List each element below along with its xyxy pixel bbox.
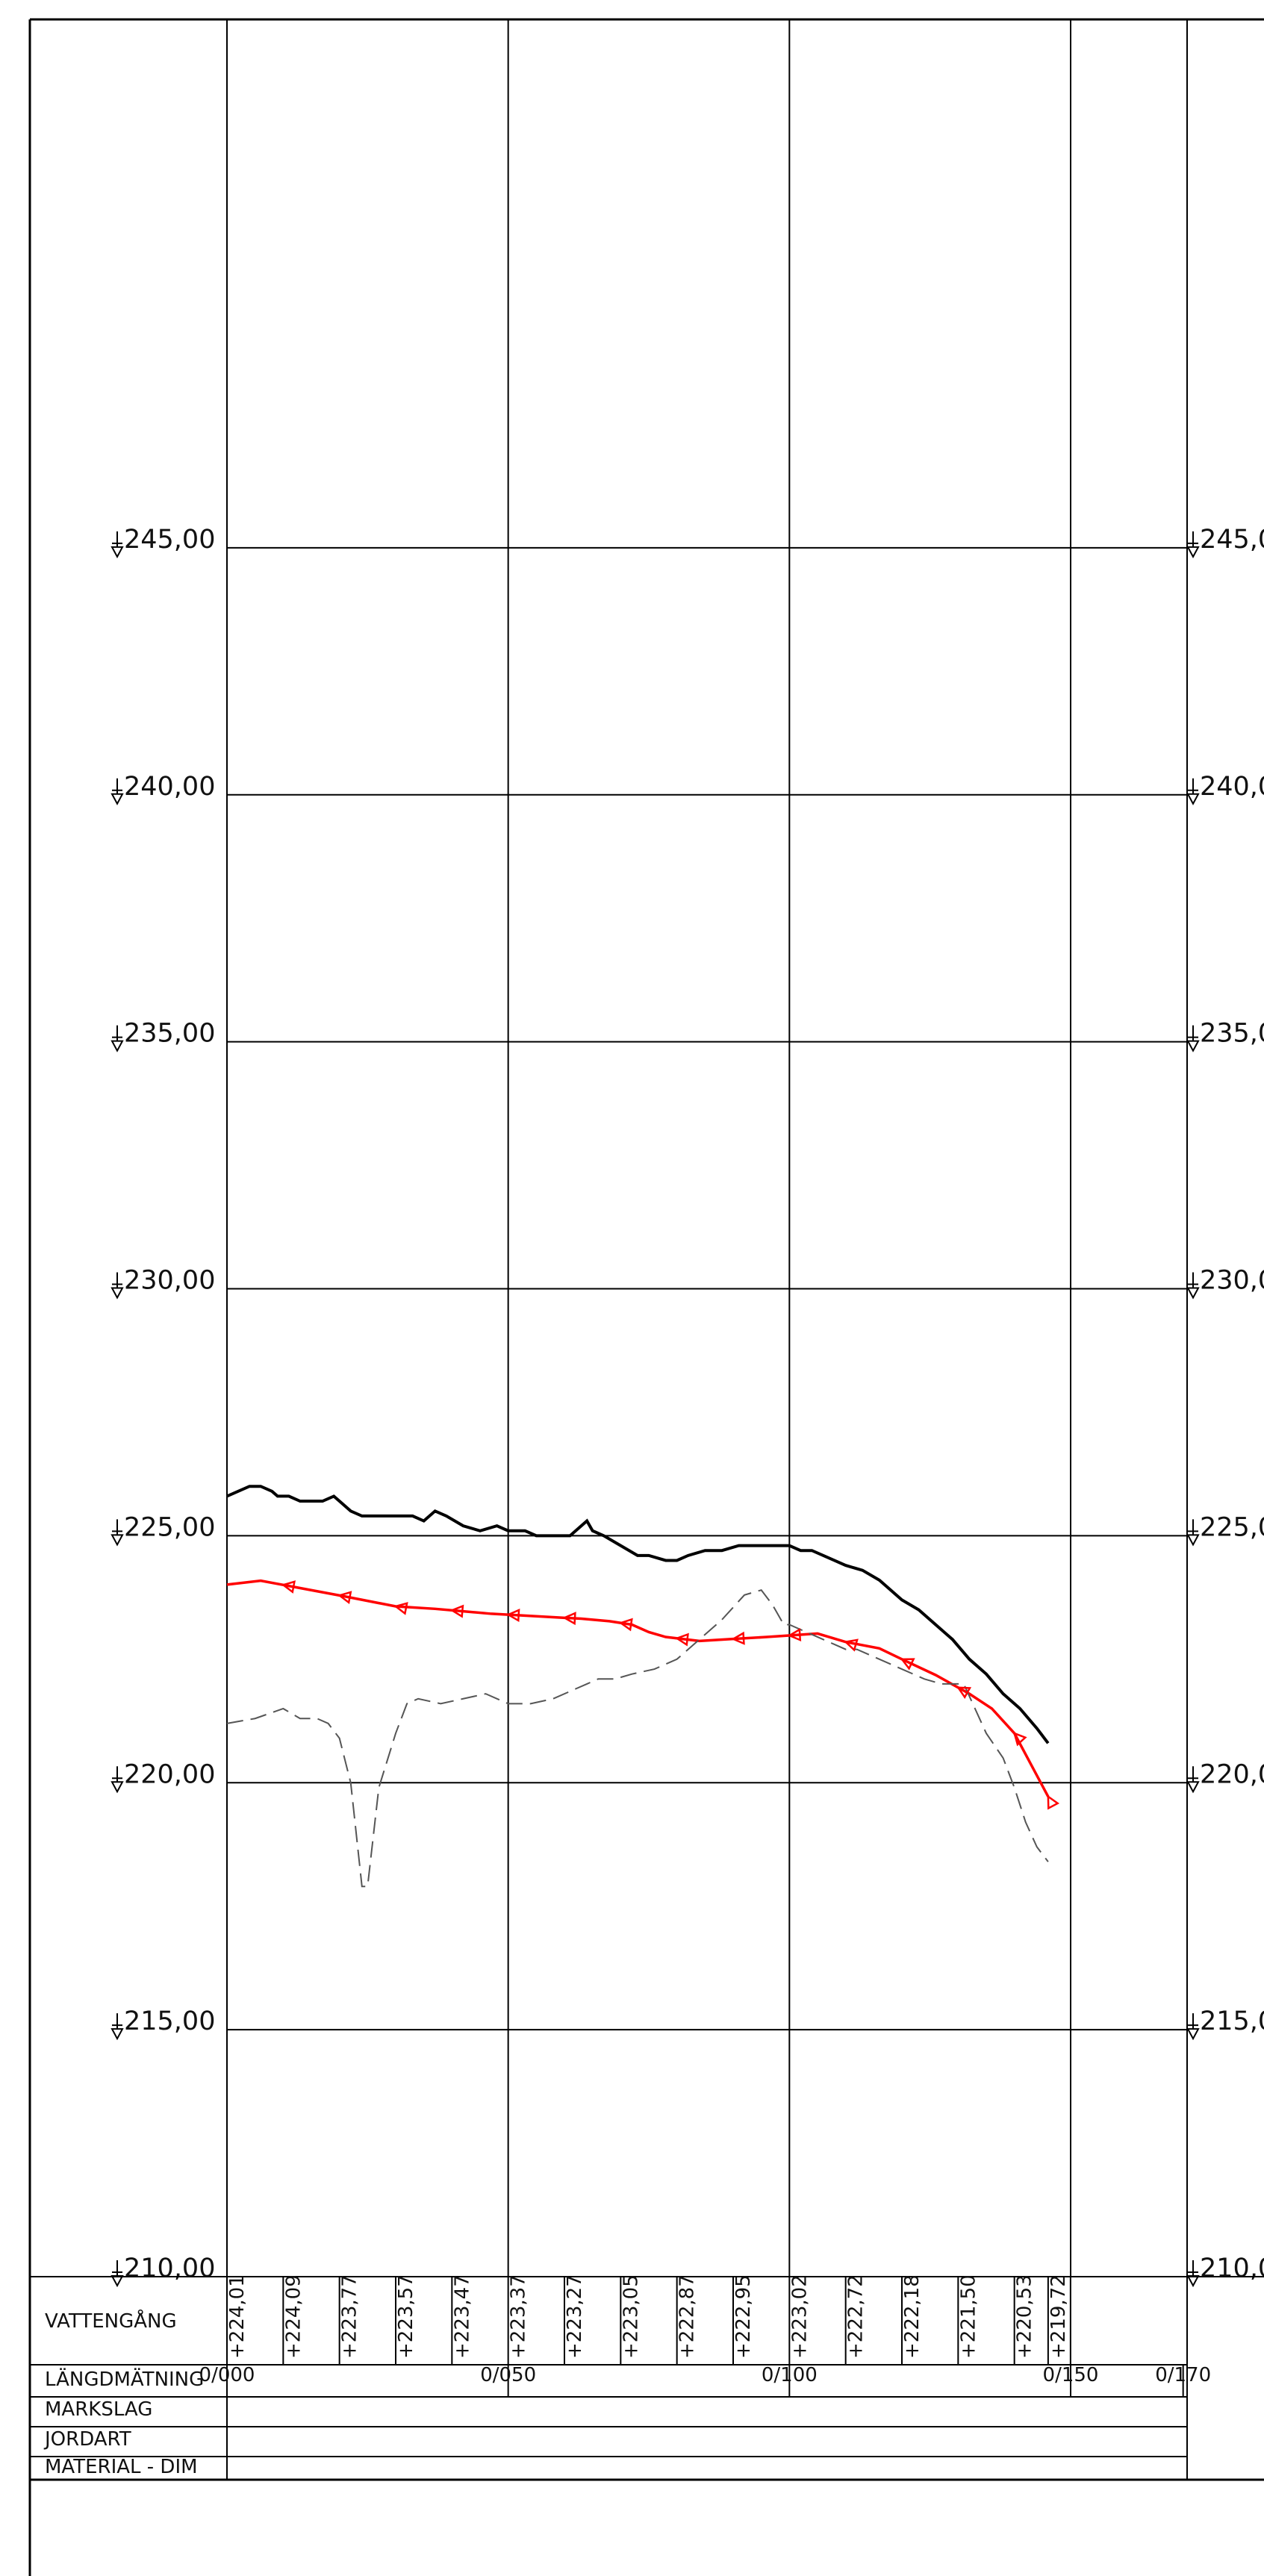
elevation-label-left: 210,00 bbox=[110, 2254, 215, 2288]
flow-arrow-icon bbox=[449, 1604, 464, 1618]
elevation-label-right: 230,00 bbox=[1186, 1266, 1264, 1300]
flow-arrow-icon bbox=[393, 1602, 408, 1615]
level-triangle-icon bbox=[1186, 2028, 1200, 2041]
invert-value: +222,72 bbox=[845, 2274, 868, 2359]
drawing-frame bbox=[28, 18, 1264, 2576]
elevation-text: 235,00 bbox=[1200, 1019, 1264, 1049]
flow-arrow-icon bbox=[900, 1658, 915, 1671]
elevation-label-right: 235,00 bbox=[1186, 1019, 1264, 1052]
level-triangle-icon bbox=[1186, 793, 1200, 805]
flow-arrow-icon bbox=[1012, 1732, 1027, 1747]
elevation-label-left: 230,00 bbox=[110, 1266, 215, 1300]
elevation-text: 245,00 bbox=[1200, 525, 1264, 555]
chainage-label: 0/000 bbox=[199, 2364, 255, 2386]
table-row-label: VATTENGÅNG bbox=[45, 2309, 177, 2333]
level-triangle-icon bbox=[1186, 1040, 1200, 1052]
elevation-text: 215,00 bbox=[1200, 2006, 1264, 2036]
flow-arrow-icon bbox=[787, 1628, 802, 1642]
elevation-label-right: 245,00 bbox=[1186, 525, 1264, 558]
table-row-label: JORDART bbox=[43, 2428, 131, 2451]
series-line-existing bbox=[226, 1589, 1049, 1888]
elevation-label-left: 235,00 bbox=[110, 1019, 215, 1052]
level-triangle-icon bbox=[110, 1040, 124, 1052]
invert-value: +222,87 bbox=[676, 2274, 699, 2359]
series-line-design bbox=[226, 1579, 1050, 1797]
level-triangle-icon bbox=[110, 793, 124, 805]
elevation-label-left: 240,00 bbox=[110, 772, 215, 805]
elevation-labels-right: 245,00 240,00 235,00 230,00 225,00 220,00 215,… bbox=[1186, 525, 1264, 2288]
flow-arrow-icon bbox=[674, 1632, 689, 1647]
elevation-text: 230,00 bbox=[124, 1266, 215, 1296]
elevation-text: 220,00 bbox=[1200, 1759, 1264, 1789]
profile-lines bbox=[226, 1485, 1060, 1888]
invert-value: +220,53 bbox=[1014, 2274, 1036, 2359]
flow-arrow-icon bbox=[281, 1580, 296, 1594]
elevation-text: 225,00 bbox=[124, 1512, 215, 1542]
elevation-text: 225,00 bbox=[1200, 1512, 1264, 1542]
elevation-text: 210,00 bbox=[124, 2254, 215, 2283]
invert-value: +224,01 bbox=[226, 2274, 249, 2359]
flow-arrow-icon bbox=[843, 1638, 859, 1652]
invert-value: +222,95 bbox=[732, 2274, 755, 2359]
data-table: VATTENGÅNG LÄNGDMÄTNING MARKSLAG JORDART MAT… bbox=[30, 2274, 1264, 2480]
invert-value: +223,47 bbox=[451, 2274, 473, 2359]
elevation-text: 240,00 bbox=[1200, 772, 1264, 802]
invert-value: +219,72 bbox=[1047, 2274, 1070, 2359]
flow-arrow-icon bbox=[1047, 1794, 1060, 1810]
table-row-label: LÄNGDMÄTNING bbox=[45, 2367, 204, 2391]
level-triangle-icon bbox=[110, 2028, 124, 2041]
elevation-text: 235,00 bbox=[124, 1019, 215, 1049]
table-row-label: MARKSLAG bbox=[45, 2398, 152, 2421]
elevation-label-left: 225,00 bbox=[110, 1512, 215, 1547]
elevation-text: 240,00 bbox=[124, 772, 215, 802]
elevation-text: 210,00 bbox=[1200, 2254, 1264, 2283]
elevation-label-right: 240,00 bbox=[1186, 772, 1264, 805]
level-triangle-icon bbox=[1186, 1781, 1200, 1794]
elevation-label-left: 245,00 bbox=[110, 525, 215, 558]
level-triangle-icon bbox=[1186, 546, 1200, 558]
invert-value: +223,02 bbox=[788, 2274, 811, 2359]
level-triangle-icon bbox=[1186, 1534, 1200, 1547]
table-row-label: MATERIAL - DIM bbox=[45, 2456, 198, 2478]
elevation-label-right: 220,00 bbox=[1186, 1759, 1264, 1794]
elevation-text: 220,00 bbox=[124, 1759, 215, 1789]
invert-value: +223,05 bbox=[620, 2274, 642, 2359]
chainage-label: 0/170 bbox=[1155, 2364, 1211, 2386]
elevation-label-left: 220,00 bbox=[110, 1759, 215, 1794]
chainage-label: 0/150 bbox=[1043, 2364, 1099, 2386]
elevation-grid bbox=[227, 19, 1187, 2277]
level-triangle-icon bbox=[110, 1781, 124, 1794]
elevation-labels-left: 245,00 240,00 235,00 230,00 225,00 220,00 215,… bbox=[110, 525, 215, 2288]
level-triangle-icon bbox=[1186, 1287, 1200, 1300]
invert-value: +223,57 bbox=[395, 2274, 417, 2359]
level-triangle-icon bbox=[110, 1534, 124, 1547]
invert-value: +222,18 bbox=[901, 2274, 924, 2359]
chainage-label: 0/100 bbox=[762, 2364, 818, 2386]
invert-value: +221,50 bbox=[957, 2274, 980, 2359]
invert-value: +223,27 bbox=[564, 2274, 586, 2359]
series-line-ground bbox=[226, 1485, 1050, 1744]
level-triangle-icon bbox=[110, 1287, 124, 1300]
flow-arrow-icon bbox=[505, 1608, 520, 1623]
flow-arrow-icon bbox=[731, 1631, 745, 1645]
level-triangle-icon bbox=[110, 546, 124, 558]
invert-value: +223,77 bbox=[339, 2274, 361, 2359]
flow-arrow-icon bbox=[562, 1612, 576, 1626]
elevation-label-right: 210,00 bbox=[1186, 2254, 1264, 2288]
flow-arrow-icon bbox=[956, 1686, 972, 1700]
elevation-label-left: 215,00 bbox=[110, 2006, 215, 2041]
invert-value: +224,09 bbox=[282, 2274, 305, 2359]
invert-value: +223,37 bbox=[508, 2274, 530, 2359]
chainage-label: 0/050 bbox=[480, 2364, 536, 2386]
elevation-label-right: 215,00 bbox=[1186, 2006, 1264, 2041]
elevation-label-right: 225,00 bbox=[1186, 1512, 1264, 1547]
flow-arrow-icon bbox=[337, 1591, 352, 1605]
elevation-text: 245,00 bbox=[124, 525, 215, 555]
elevation-text: 230,00 bbox=[1200, 1266, 1264, 1296]
flow-arrow-icon bbox=[618, 1618, 633, 1632]
elevation-text: 215,00 bbox=[124, 2006, 215, 2036]
